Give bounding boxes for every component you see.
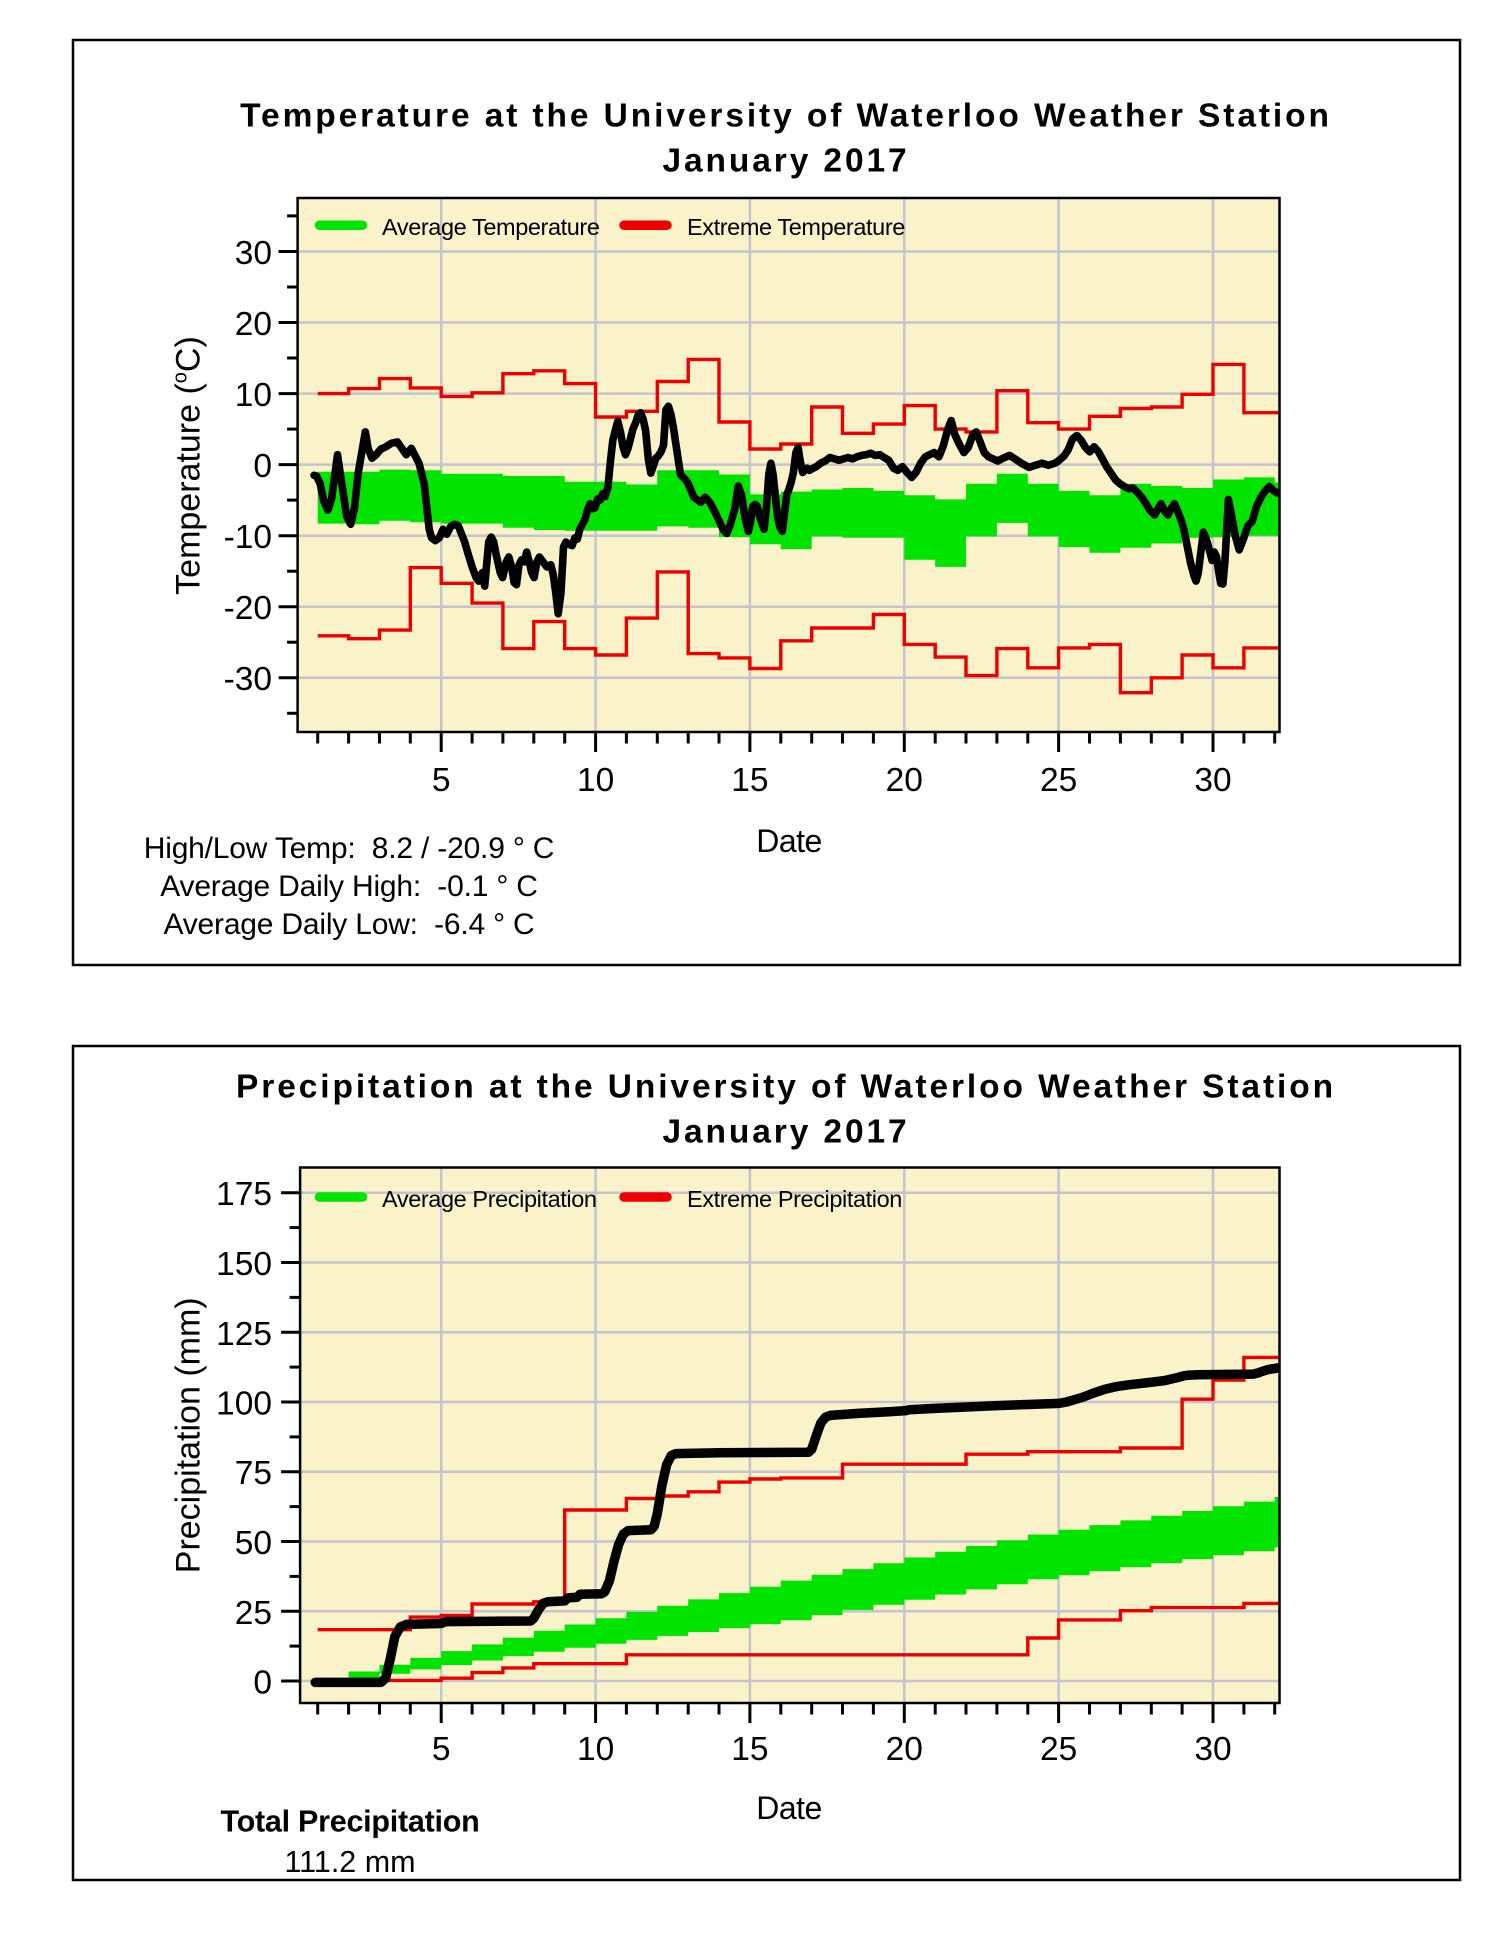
svg-text:-30: -30 bbox=[224, 661, 272, 698]
svg-text:Precipitation at the Universit: Precipitation at the University of Water… bbox=[236, 1069, 1336, 1106]
svg-text:Average Daily High: -0.1 ° C: Average Daily High: -0.1 ° C bbox=[160, 870, 537, 903]
svg-text:20: 20 bbox=[886, 762, 923, 799]
svg-text:High/Low Temp: 8.2 / -20.9 °: High/Low Temp: 8.2 / -20.9 ° C bbox=[144, 832, 554, 865]
svg-text:Total Precipitation: Total Precipitation bbox=[220, 1805, 479, 1839]
svg-text:150: 150 bbox=[216, 1246, 272, 1283]
svg-text:-10: -10 bbox=[224, 519, 272, 556]
svg-text:30: 30 bbox=[1194, 762, 1231, 799]
svg-text:Precipitation (mm): Precipitation (mm) bbox=[170, 1297, 208, 1573]
svg-text:-20: -20 bbox=[224, 590, 272, 627]
svg-text:Date: Date bbox=[756, 823, 822, 859]
svg-text:0: 0 bbox=[253, 448, 272, 485]
svg-text:15: 15 bbox=[731, 762, 768, 799]
svg-text:10: 10 bbox=[235, 377, 272, 414]
svg-text:Average Daily Low: -6.4 ° C: Average Daily Low: -6.4 ° C bbox=[163, 908, 534, 941]
svg-text:175: 175 bbox=[216, 1176, 272, 1213]
svg-text:5: 5 bbox=[432, 1731, 451, 1768]
svg-text:111.2 mm: 111.2 mm bbox=[284, 1845, 415, 1879]
svg-text:Extreme Precipitation: Extreme Precipitation bbox=[687, 1186, 902, 1212]
svg-text:15: 15 bbox=[731, 1731, 768, 1768]
svg-text:Average Temperature: Average Temperature bbox=[382, 214, 600, 240]
svg-text:0: 0 bbox=[253, 1665, 272, 1702]
svg-text:25: 25 bbox=[1040, 762, 1077, 799]
svg-text:25: 25 bbox=[235, 1595, 272, 1632]
svg-text:30: 30 bbox=[1194, 1731, 1231, 1768]
svg-text:30: 30 bbox=[235, 235, 272, 272]
svg-text:10: 10 bbox=[577, 762, 614, 799]
svg-text:20: 20 bbox=[235, 306, 272, 343]
svg-text:125: 125 bbox=[216, 1316, 272, 1353]
svg-text:20: 20 bbox=[886, 1731, 923, 1768]
svg-text:75: 75 bbox=[235, 1455, 272, 1492]
svg-text:Temperature at the University: Temperature at the University of Waterlo… bbox=[240, 98, 1332, 135]
svg-text:10: 10 bbox=[577, 1731, 614, 1768]
svg-text:January 2017: January 2017 bbox=[662, 143, 909, 180]
svg-text:Extreme Temperature: Extreme Temperature bbox=[687, 214, 905, 240]
svg-text:25: 25 bbox=[1040, 1731, 1077, 1768]
svg-text:5: 5 bbox=[432, 762, 451, 799]
svg-text:100: 100 bbox=[216, 1386, 272, 1423]
svg-text:January 2017: January 2017 bbox=[662, 1114, 909, 1151]
svg-text:50: 50 bbox=[235, 1525, 272, 1562]
svg-text:Date: Date bbox=[756, 1790, 822, 1826]
svg-text:Average Precipitation: Average Precipitation bbox=[382, 1186, 597, 1212]
